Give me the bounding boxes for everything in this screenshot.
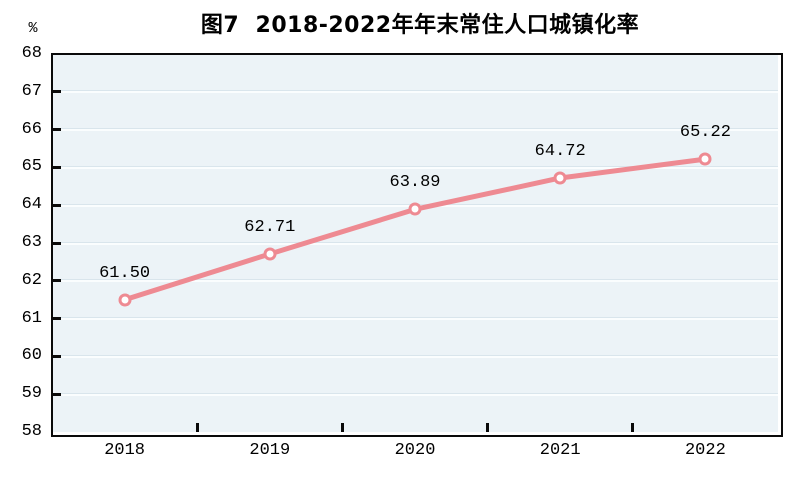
- y-axis-tick: [52, 354, 61, 358]
- y-axis-tick-label: 60: [21, 346, 42, 366]
- y-axis-tick: [52, 128, 61, 132]
- plot-area: 61.50 62.71 63.89 64.72 65.22: [52, 54, 778, 432]
- data-point-label: 64.72: [534, 141, 586, 161]
- y-axis-tick-label: 65: [21, 157, 42, 177]
- y-axis-tick: [52, 317, 61, 321]
- y-axis-tick: [52, 392, 61, 396]
- gridline: [52, 392, 778, 396]
- gridline: [52, 317, 778, 321]
- data-point-label: 61.50: [99, 263, 151, 283]
- y-axis-unit-label: %: [28, 20, 38, 37]
- y-axis-tick-label: 61: [21, 308, 42, 328]
- data-point-marker: [553, 171, 567, 185]
- y-axis-tick: [52, 241, 61, 245]
- x-axis-tick: [195, 423, 199, 432]
- x-axis-tick-label: 2022: [684, 441, 726, 460]
- y-axis-tick: [52, 90, 61, 94]
- x-axis-tick-label: 2021: [539, 441, 581, 460]
- gridline: [52, 241, 778, 245]
- gridline: [52, 165, 778, 169]
- x-axis-tick: [631, 423, 635, 432]
- y-axis-tick-label: 58: [21, 422, 42, 441]
- x-axis-tick: [486, 423, 490, 432]
- y-axis-tick-label: 67: [21, 81, 42, 101]
- data-point-marker: [118, 293, 132, 307]
- data-point-marker: [698, 152, 712, 166]
- data-point-label: 63.89: [389, 173, 441, 193]
- y-axis-tick-label: 63: [21, 233, 42, 252]
- x-axis-tick-label: 2020: [394, 441, 436, 460]
- gridline: [52, 128, 778, 132]
- data-point-marker: [408, 202, 422, 216]
- gridline: [52, 279, 778, 283]
- data-point-marker: [263, 247, 277, 261]
- gridline: [52, 90, 778, 94]
- x-axis-tick: [340, 423, 344, 432]
- data-point-label: 65.22: [679, 123, 731, 143]
- y-axis-tick-label: 59: [21, 384, 42, 404]
- y-axis-tick-label: 68: [21, 44, 42, 63]
- x-axis-tick-label: 2019: [249, 441, 291, 460]
- y-axis-tick: [52, 165, 61, 169]
- y-axis-tick-label: 62: [21, 270, 42, 290]
- y-axis-tick: [52, 279, 61, 283]
- gridline: [52, 354, 778, 358]
- x-axis-tick-label: 2018: [104, 441, 145, 460]
- chart-title: 图7 2018-2022年年末常住人口城镇化率: [200, 13, 640, 38]
- line-series: [122, 156, 708, 303]
- y-axis-tick: [52, 203, 61, 207]
- y-axis-tick-label: 64: [21, 195, 42, 215]
- y-axis-tick-label: 66: [21, 119, 42, 139]
- data-point-label: 62.71: [244, 217, 296, 237]
